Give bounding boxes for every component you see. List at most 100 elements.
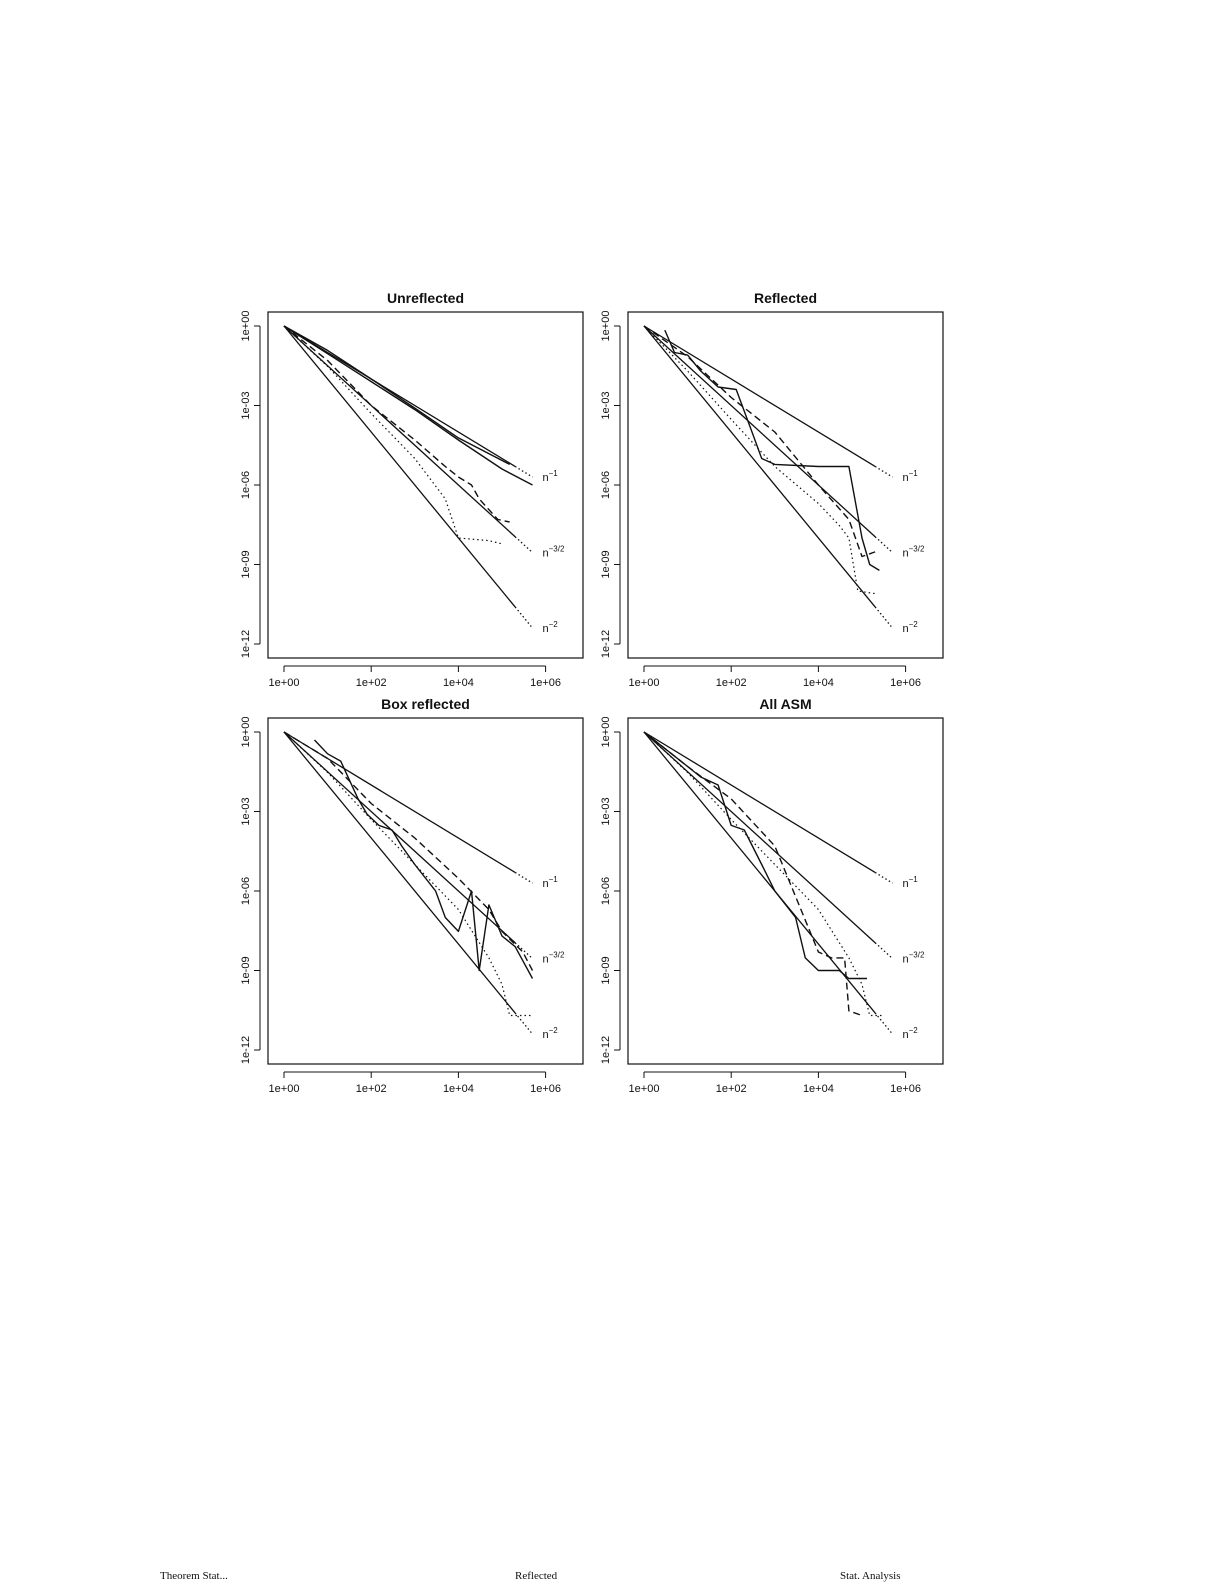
x-tick-label: 1e+02 [716, 1083, 747, 1095]
reference-exponent: −1 [909, 875, 919, 884]
panel-title: Unreflected [387, 290, 464, 306]
series-dotted [283, 731, 533, 1017]
y-tick-label: 1e+00 [600, 311, 612, 342]
reference-line [643, 731, 876, 1014]
reference-line [283, 325, 516, 608]
x-tick-label: 1e+02 [716, 677, 747, 689]
panel-title: Reflected [754, 290, 817, 306]
y-tick-label: 1e-12 [240, 630, 252, 658]
y-tick-label: 1e-06 [240, 471, 252, 499]
series-dashed [283, 731, 534, 971]
reference-label: n−1 [902, 469, 918, 484]
x-tick-label: 1e+06 [530, 677, 561, 689]
reference-line-tail [514, 606, 533, 629]
x-tick-label: 1e+04 [803, 1083, 834, 1095]
panel-4: All ASM 1e+00 1e+02 1e+04 1e+06 1e+00 1e-03 1e-… [600, 696, 944, 1095]
reference-line-tail [874, 942, 893, 960]
reference-line-tail [874, 606, 893, 629]
reference-exponent: −2 [909, 1026, 919, 1035]
reference-label: n−1 [542, 875, 558, 890]
reference-line [643, 325, 876, 608]
x-tick-label: 1e+00 [629, 1083, 660, 1095]
x-tick-label: 1e+02 [356, 677, 387, 689]
reference-label: n−2 [902, 620, 918, 635]
reference-exponent: −3/2 [909, 951, 925, 960]
y-tick-label: 1e+00 [240, 311, 252, 342]
series-dashed [283, 325, 510, 523]
reference-line-tail [874, 1012, 893, 1035]
y-tick-label: 1e-03 [240, 391, 252, 419]
reference-line [283, 731, 516, 874]
x-tick-label: 1e+04 [803, 677, 834, 689]
series-dotted [643, 731, 883, 1017]
y-axis: 1e+00 1e-03 1e-06 1e-09 1e-12 [240, 311, 261, 658]
reference-line-tail [514, 536, 533, 554]
y-tick-label: 1e+00 [240, 717, 252, 748]
x-axis: 1e+00 1e+02 1e+04 1e+06 [629, 665, 921, 689]
y-tick-label: 1e-03 [600, 797, 612, 825]
reference-line-tail [514, 1012, 533, 1035]
series-solid [313, 739, 534, 979]
reference-line [283, 325, 516, 538]
y-tick-label: 1e-12 [600, 630, 612, 658]
reference-line [643, 731, 876, 874]
reference-line [283, 325, 516, 468]
reference-exponent: −1 [549, 469, 559, 478]
reference-label: n−2 [542, 1026, 558, 1041]
plot-frame [267, 717, 584, 1065]
x-tick-label: 1e+06 [530, 1083, 561, 1095]
series-solid [643, 731, 867, 980]
reference-exponent: −2 [909, 620, 919, 629]
y-tick-label: 1e+00 [600, 717, 612, 748]
series-solid [283, 325, 533, 486]
y-tick-label: 1e-03 [240, 797, 252, 825]
footer-left: Theorem Stat... [160, 1570, 228, 1582]
reference-label: n−1 [902, 875, 918, 890]
x-tick-label: 1e+00 [629, 677, 660, 689]
y-tick-label: 1e-03 [600, 391, 612, 419]
reference-label: n−3/2 [902, 951, 924, 966]
series-dotted [283, 325, 503, 545]
plot-frame [267, 311, 584, 659]
y-axis: 1e+00 1e-03 1e-06 1e-09 1e-12 [600, 717, 621, 1064]
y-tick-label: 1e-09 [240, 550, 252, 578]
x-axis: 1e+00 1e+02 1e+04 1e+06 [269, 1071, 561, 1095]
reference-line-tail [514, 871, 533, 884]
series-dotted [643, 325, 876, 595]
series-dashed [643, 731, 863, 1017]
reference-line-tail [874, 871, 893, 884]
reference-label: n−1 [542, 469, 558, 484]
reference-line-tail [874, 536, 893, 554]
y-tick-label: 1e-12 [240, 1036, 252, 1064]
plot-frame [627, 717, 944, 1065]
x-tick-label: 1e+06 [890, 677, 921, 689]
reference-exponent: −3/2 [549, 545, 565, 554]
reference-exponent: −1 [549, 875, 559, 884]
reference-label: n−2 [542, 620, 558, 635]
footer-center: Reflected [515, 1570, 558, 1582]
x-axis: 1e+00 1e+02 1e+04 1e+06 [629, 1071, 921, 1095]
reference-line [643, 325, 876, 468]
x-tick-label: 1e+04 [443, 1083, 474, 1095]
reference-label: n−2 [902, 1026, 918, 1041]
y-axis: 1e+00 1e-03 1e-06 1e-09 1e-12 [240, 717, 261, 1064]
series-dashed [643, 325, 876, 558]
y-tick-label: 1e-09 [600, 956, 612, 984]
reference-exponent: −3/2 [549, 951, 565, 960]
y-tick-label: 1e-06 [240, 877, 252, 905]
reference-exponent: −1 [909, 469, 919, 478]
reference-line [283, 731, 516, 944]
reference-line [643, 325, 876, 538]
reference-line [643, 731, 876, 944]
reference-line-tail [514, 465, 533, 478]
panel-1: Unreflected 1e+00 1e+02 1e+04 1e+06 1e+00 1e-0… [240, 290, 584, 689]
reference-line-tail [874, 465, 893, 478]
y-tick-label: 1e-09 [240, 956, 252, 984]
reference-exponent: −3/2 [909, 545, 925, 554]
panel-title: All ASM [759, 696, 811, 712]
x-tick-label: 1e+04 [443, 677, 474, 689]
reference-label: n−3/2 [902, 545, 924, 560]
x-axis: 1e+00 1e+02 1e+04 1e+06 [269, 665, 561, 689]
y-tick-label: 1e-09 [600, 550, 612, 578]
